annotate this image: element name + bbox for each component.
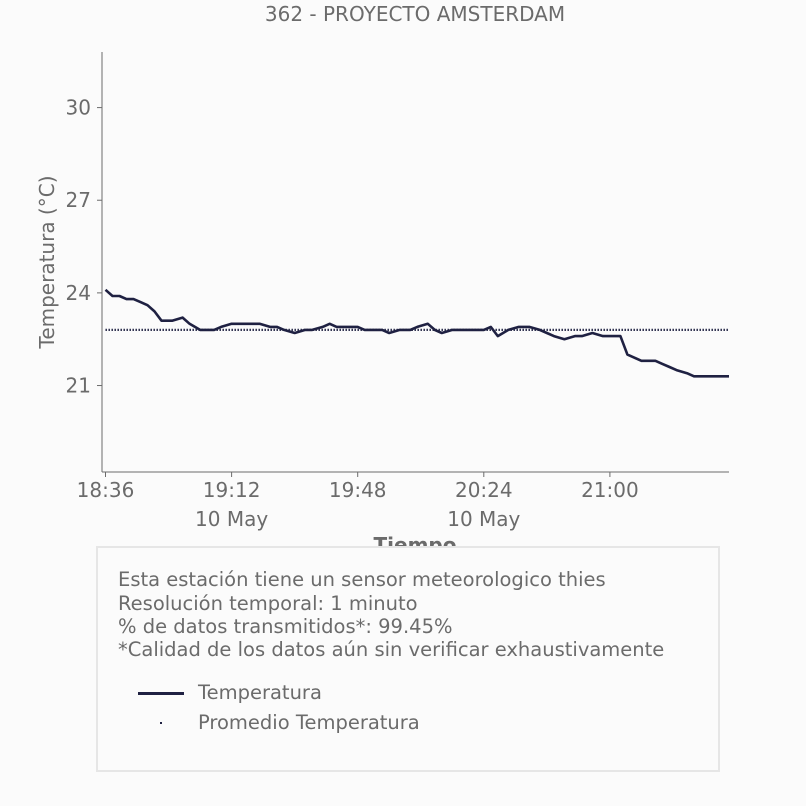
y-tick-label: 27 [66, 188, 91, 212]
y-axis-label: Temperatura (°C) [35, 175, 59, 349]
y-tick-label: 21 [66, 374, 91, 398]
x-tick-date-label: 10 May [447, 507, 520, 531]
x-tick-label: 20:24 [455, 478, 513, 502]
line-swatch-icon [138, 692, 184, 695]
y-tick-label: 30 [66, 96, 91, 120]
x-tick-label: 18:36 [77, 478, 135, 502]
legend-label: Temperatura [198, 681, 322, 704]
dot-swatch-icon [160, 722, 162, 724]
info-sensor-text: Esta estación tiene un sensor meteorolog… [118, 568, 606, 591]
info-transmission-text: % de datos transmitidos*: 99.45% [118, 615, 453, 638]
plot-area [104, 288, 729, 378]
info-resolution-text: Resolución temporal: 1 minuto [118, 592, 418, 615]
info-box: Esta estación tiene un sensor meteorolog… [96, 546, 720, 772]
x-tick-date-label: 10 May [195, 507, 268, 531]
axes: 21 24 27 30 18:36 19:12 10 May 19:48 20:24 10 May… [66, 52, 729, 531]
info-quality-note: *Calidad de los datos aún sin verificar … [118, 638, 665, 661]
legend-label: Promedio Temperatura [198, 711, 420, 734]
series-line-temperatura [104, 288, 729, 378]
x-tick-label: 19:12 [203, 478, 261, 502]
x-tick-label: 21:00 [581, 478, 639, 502]
x-tick-label: 19:48 [329, 478, 387, 502]
y-tick-label: 24 [66, 281, 91, 305]
chart-title: 362 - PROYECTO AMSTERDAM [265, 2, 565, 26]
